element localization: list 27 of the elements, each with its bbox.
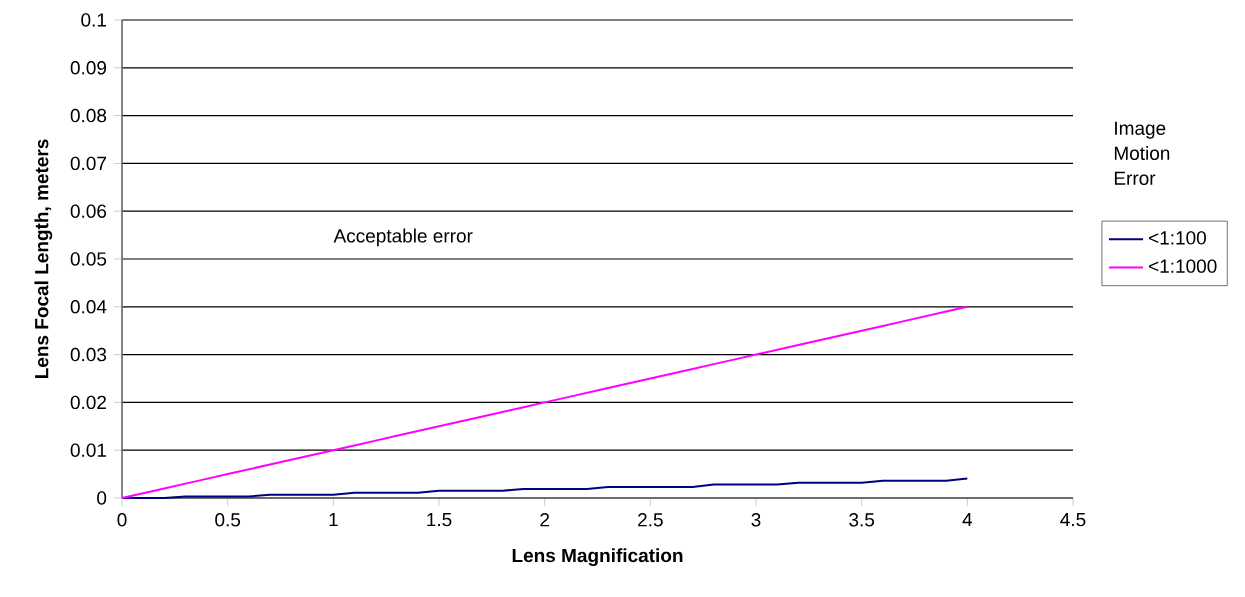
- y-tick-label: 0.04: [70, 300, 107, 314]
- y-tick-label: 0.05: [70, 252, 107, 266]
- y-tick-label: 0.1: [81, 13, 107, 27]
- x-tick-label: 0: [117, 513, 127, 527]
- x-tick-label: 0.5: [215, 513, 241, 527]
- y-tick-label: 0: [97, 491, 107, 505]
- x-tick-label: 4.5: [1060, 513, 1086, 527]
- annotation: Acceptable error: [333, 228, 473, 247]
- y-tick-label: 0.01: [70, 443, 106, 457]
- x-tick-label: 2: [540, 513, 550, 527]
- x-tick-label: 1: [329, 513, 338, 527]
- x-axis-title: Lens Magnification: [512, 548, 683, 567]
- y-tick-label: 0.09: [70, 61, 107, 75]
- legend-label: <1:1000: [1149, 259, 1217, 273]
- x-tick-label: 2.5: [638, 513, 663, 527]
- x-tick-label: 3.5: [849, 513, 875, 527]
- legend-title: Image Motion Error: [1114, 121, 1170, 185]
- y-tick-label: 0.03: [70, 347, 107, 362]
- y-tick-label: 0.02: [70, 395, 106, 410]
- y-axis-title: Lens Focal Length, meters: [34, 139, 53, 379]
- x-tick-label: 1.5: [427, 513, 452, 527]
- legend-label: <1:100: [1149, 231, 1206, 245]
- y-tick-label: 0.06: [70, 204, 107, 218]
- y-tick-label: 0.07: [70, 156, 106, 171]
- x-tick-label: 3: [751, 513, 761, 527]
- y-tick-label: 0.08: [70, 108, 107, 123]
- x-tick-label: 4: [962, 513, 973, 527]
